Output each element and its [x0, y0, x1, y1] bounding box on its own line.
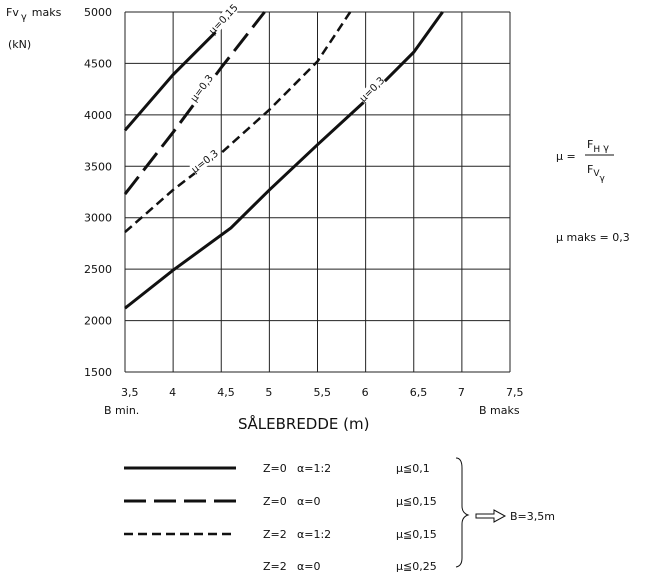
y-axis-unit: (kN) — [8, 38, 31, 51]
y-tick-label: 2000 — [84, 315, 112, 328]
series-label-bg — [189, 147, 220, 175]
axis-ticks: 1500 2000 2500 3000 3500 4000 4500 5000 3,5 4 4,5 5… — [84, 6, 524, 399]
series-label-s4: μ=0,3 — [358, 75, 387, 104]
svg-text:μ =: μ = — [556, 150, 576, 163]
x-tick-label: 4 — [169, 386, 176, 399]
svg-text:FHγ: FH γ — [587, 138, 609, 155]
series-label-s1: μ=0,15 — [207, 3, 240, 38]
y-tick-label: 3500 — [84, 160, 112, 173]
series-label-bg — [208, 4, 238, 34]
legend-z: Z=2 — [263, 528, 287, 541]
series-line-s4 — [124, 11, 444, 310]
x-tick-label: 6 — [362, 386, 369, 399]
y-tick-label: 4500 — [84, 57, 112, 70]
legend-z: Z=0 — [263, 462, 287, 475]
x-axis-label: SÅLEBREDDE (m) — [238, 414, 369, 433]
series-label-s2: μ=0,3 — [189, 73, 216, 104]
legend-result: B=3,5m — [510, 510, 555, 523]
series-label-bg — [357, 74, 387, 104]
legend-mu: μ≦0,15 — [396, 495, 437, 508]
legend-mu: μ≦0,15 — [396, 528, 437, 541]
y-tick-label: 5000 — [84, 6, 112, 19]
mu-max-annotation: μ maks = 0,3 — [556, 231, 630, 244]
y-tick-label: 1500 — [84, 366, 112, 379]
legend-z: Z=0 — [263, 495, 287, 508]
x-tick-label: 3,5 — [121, 386, 139, 399]
series-line-s3 — [124, 11, 352, 234]
x-min-label: B min. — [104, 404, 139, 417]
y-tick-label: 2500 — [84, 263, 112, 276]
legend-alpha: α=1:2 — [297, 528, 331, 541]
legend-brace — [455, 457, 470, 568]
series-label-s3: μ=0,3 — [190, 148, 221, 175]
chart-grid — [124, 11, 511, 373]
legend-mu: μ≦0,1 — [396, 462, 430, 475]
legend-alpha: α=0 — [297, 495, 320, 508]
svg-text:FVγ: FVγ — [587, 163, 606, 184]
y-axis-label: Fv γ maks — [6, 6, 62, 23]
arrow-icon — [475, 509, 507, 523]
x-tick-label: 6,5 — [410, 386, 428, 399]
series-label-bg — [188, 72, 215, 104]
mu-formula: μ = FH γ FVγ — [556, 138, 614, 184]
y-tick-label: 4000 — [84, 109, 112, 122]
x-tick-label: 7,5 — [506, 386, 524, 399]
legend-z: Z=2 — [263, 560, 287, 573]
x-max-label: B maks — [479, 404, 520, 417]
x-tick-label: 5 — [265, 386, 272, 399]
x-tick-label: 4,5 — [217, 386, 235, 399]
x-tick-label: 7 — [458, 386, 465, 399]
series-line-s2 — [123, 11, 266, 196]
x-tick-label: 5,5 — [314, 386, 332, 399]
legend-mu: μ≦0,25 — [396, 560, 437, 573]
legend: Z=0 α=1:2 μ≦0,1 Z=0 α=0 μ≦0,15 Z=2 α=1:2 μ≦0,15 Z… — [124, 462, 437, 573]
legend-alpha: α=1:2 — [297, 462, 331, 475]
y-tick-label: 3000 — [84, 212, 112, 225]
legend-alpha: α=0 — [297, 560, 320, 573]
